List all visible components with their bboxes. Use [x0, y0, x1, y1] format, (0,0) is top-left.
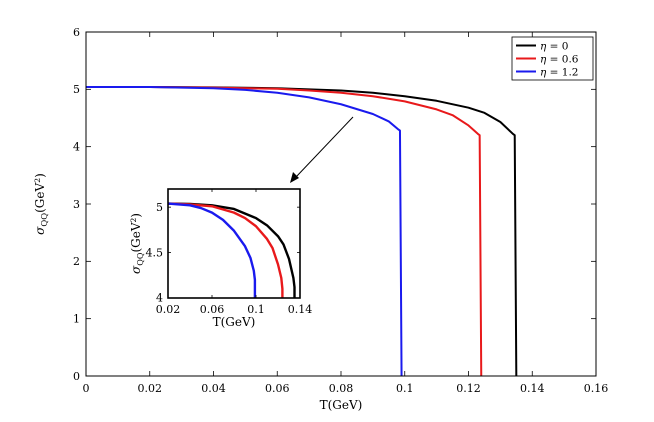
main-x-tick-label-1: 0.02 [138, 382, 163, 395]
main-y-tick-label-3: 3 [73, 198, 80, 211]
main-y-tick-label-0: 0 [73, 370, 80, 383]
main-x-tick-label-0: 0 [83, 382, 90, 395]
inset-plot: 0.02 0.06 0.1 0.14 4 4.5 5 T(GeV) σQQ(GeV2) [129, 188, 313, 329]
main-x-axis-label: T(GeV) [320, 398, 363, 412]
inset-x-tick-label-0: 0.02 [156, 303, 181, 316]
main-x-tick-label-7: 0.14 [520, 382, 545, 395]
legend-label-0: η = 0 [540, 40, 568, 52]
inset-x-tick-label-3: 0.14 [288, 303, 313, 316]
inset-x-tick-label-1: 0.06 [200, 303, 225, 316]
main-x-tick-label-4: 0.08 [329, 382, 354, 395]
inset-x-axis-label: T(GeV) [213, 315, 256, 329]
main-x-tick-label-8: 0.16 [584, 382, 609, 395]
annotation-arrow-head [290, 172, 299, 183]
main-series-line-2 [86, 86, 403, 377]
main-y-tick-label-6: 6 [73, 26, 80, 39]
legend: η = 0η = 0.6η = 1.2 [511, 36, 594, 81]
inset-y-tick-label-0: 4 [156, 292, 163, 305]
main-x-tick-label-6: 0.12 [456, 382, 481, 395]
inset-axes-frame [167, 188, 301, 299]
legend-label-1: η = 0.6 [540, 53, 579, 65]
main-y-tick-label-4: 4 [73, 141, 80, 154]
inset-series-line-2 [167, 202, 257, 298]
inset-y-tick-label-2: 5 [156, 201, 163, 214]
inset-series-line-1 [167, 202, 284, 298]
annotation-arrow-line [295, 116, 354, 178]
main-y-tick-label-1: 1 [73, 313, 80, 326]
inset-y-axis-label: σQQ(GeV2) [129, 213, 145, 274]
inset-plot-area [168, 189, 300, 298]
legend-label-2: η = 1.2 [540, 66, 578, 78]
inset-x-tick-label-2: 0.1 [247, 303, 265, 316]
main-y-tick-label-5: 5 [73, 83, 80, 96]
main-plot: 0 0.02 0.04 0.06 0.08 0.1 0.12 0.14 0.160123456T… [33, 26, 608, 412]
main-y-axis-label: σQQ(GeV2) [33, 173, 49, 235]
main-x-tick-label-5: 0.1 [396, 382, 414, 395]
inset-y-tick-label-1: 4.5 [146, 246, 164, 259]
main-y-tick-label-2: 2 [73, 255, 80, 268]
main-x-tick-label-2: 0.04 [201, 382, 226, 395]
main-x-tick-label-3: 0.06 [265, 382, 290, 395]
